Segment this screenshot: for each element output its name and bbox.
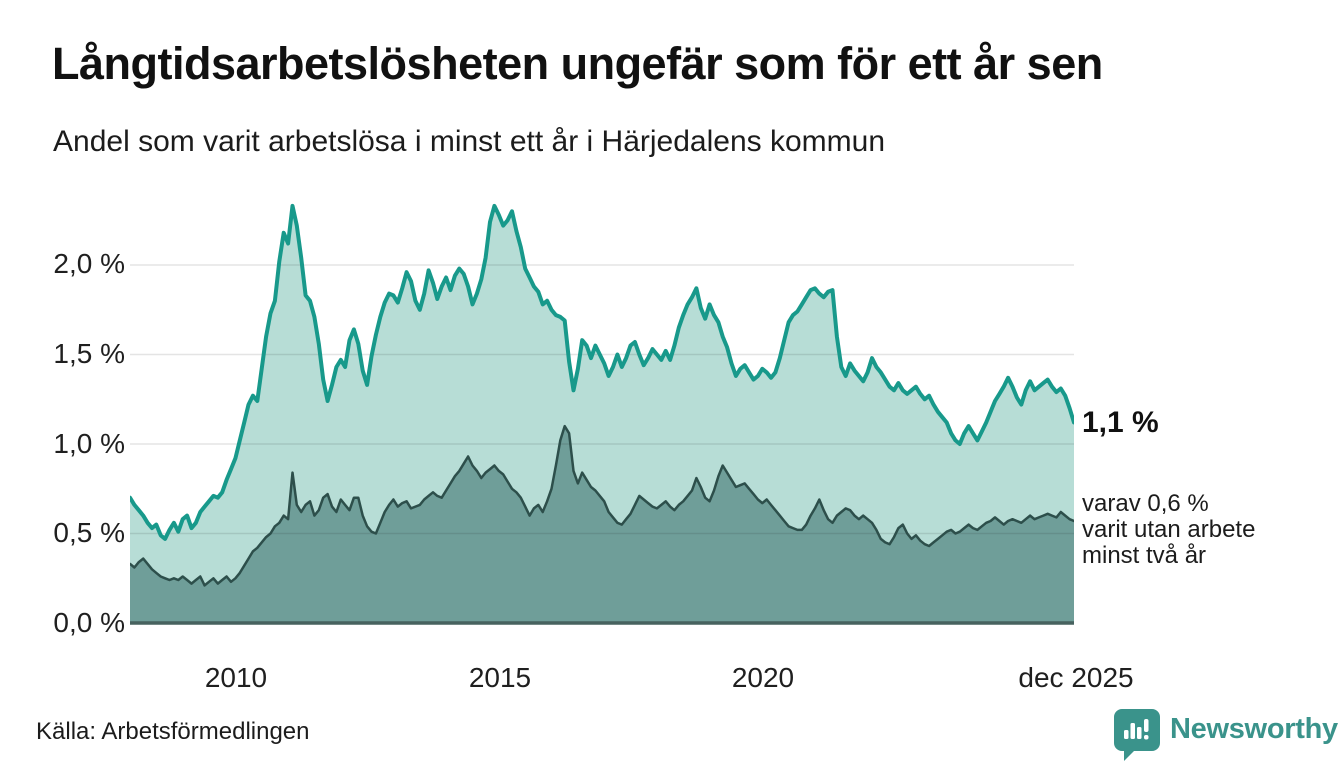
series-lower-area [130,426,1074,623]
series-upper-line [130,203,1074,541]
end-detail-line1: varav 0,6 % [1082,490,1209,517]
series-lower-line [130,424,1074,587]
y-tick-label-1.5: 1,5 % [53,338,125,369]
newsworthy-bubble-icon [1114,709,1160,761]
end-value-label-detail: varav 0,6 % varit utan arbete minst två … [1082,491,1255,569]
end-value-label-total: 1,1 % [1082,406,1159,439]
x-tick-label-2020: 2020 [731,662,795,693]
area-chart-plot [130,203,1074,625]
source-credit: Källa: Arbetsförmedlingen [36,718,310,745]
chart-subtitle: Andel som varit arbetslösa i minst ett å… [53,125,886,158]
x-tick-label-dec-2025: dec 2025 [1018,662,1134,693]
page-title: Långtidsarbetslösheten ungefär som för e… [52,38,1103,89]
newsworthy-wordmark: Newsworthy [1170,713,1338,745]
end-detail-line3: minst två år [1082,542,1207,569]
newsworthy-logo: Newsworthy [1113,708,1338,762]
y-tick-label-0.5: 0,5 % [53,517,125,548]
y-tick-label-2.0: 2,0 % [53,248,125,279]
x-tick-label-2015: 2015 [468,662,532,693]
x-tick-label-2010: 2010 [204,662,268,693]
y-tick-label-0.0: 0,0 % [53,607,125,638]
end-detail-line2: varit utan arbete [1082,516,1256,543]
y-tick-label-1.0: 1,0 % [53,428,125,459]
